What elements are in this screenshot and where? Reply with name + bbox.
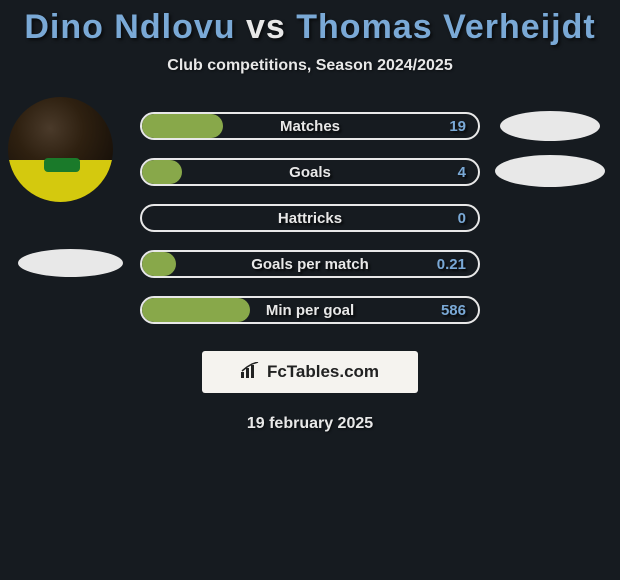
stat-value-player1: 19 bbox=[449, 114, 466, 138]
stat-bar: Matches19 bbox=[140, 112, 480, 140]
decorative-blob bbox=[18, 249, 123, 277]
decorative-blob bbox=[495, 155, 605, 187]
stat-row: Goals per match0.21 bbox=[0, 241, 620, 287]
stat-value-player1: 0.21 bbox=[437, 252, 466, 276]
stat-bar: Min per goal586 bbox=[140, 296, 480, 324]
stat-bar: Hattricks0 bbox=[140, 204, 480, 232]
page-title: Dino Ndlovu vs Thomas Verheijdt bbox=[0, 8, 620, 47]
date-text: 19 february 2025 bbox=[0, 415, 620, 433]
stats-list: Matches19 Goals4 Hattricks0 Goals per match… bbox=[0, 103, 620, 333]
subtitle: Club competitions, Season 2024/2025 bbox=[0, 57, 620, 75]
player1-name: Dino Ndlovu bbox=[24, 8, 235, 46]
comparison-widget: Dino Ndlovu vs Thomas Verheijdt Club com… bbox=[0, 0, 620, 433]
brand-text: FcTables.com bbox=[267, 362, 379, 382]
stat-row: Min per goal586 bbox=[0, 287, 620, 333]
stat-label: Goals bbox=[142, 160, 478, 184]
brand-badge[interactable]: FcTables.com bbox=[202, 351, 418, 393]
stat-bar: Goals per match0.21 bbox=[140, 250, 480, 278]
stat-label: Matches bbox=[142, 114, 478, 138]
decorative-blob bbox=[500, 111, 600, 141]
chart-icon bbox=[241, 362, 261, 383]
stat-value-player1: 586 bbox=[441, 298, 466, 322]
stat-bar: Goals4 bbox=[140, 158, 480, 186]
stat-value-player1: 0 bbox=[458, 206, 466, 230]
stat-label: Min per goal bbox=[142, 298, 478, 322]
stat-label: Goals per match bbox=[142, 252, 478, 276]
player2-name: Thomas Verheijdt bbox=[296, 8, 595, 46]
vs-text: vs bbox=[246, 8, 286, 46]
stat-label: Hattricks bbox=[142, 206, 478, 230]
stat-row: Hattricks0 bbox=[0, 195, 620, 241]
stat-row: Goals4 bbox=[0, 149, 620, 195]
stat-value-player1: 4 bbox=[458, 160, 466, 184]
stat-row: Matches19 bbox=[0, 103, 620, 149]
